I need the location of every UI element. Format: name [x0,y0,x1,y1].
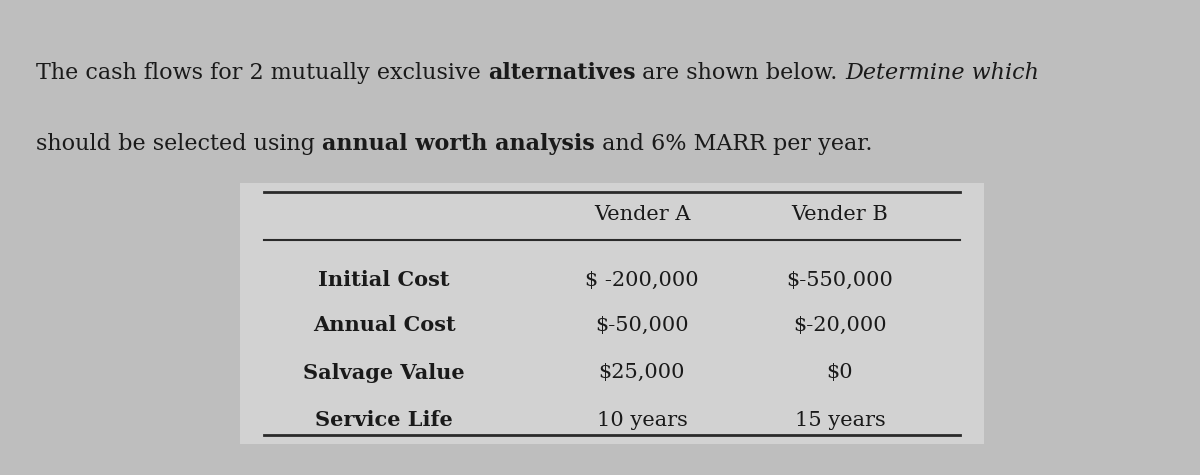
Text: $-50,000: $-50,000 [595,316,689,335]
Text: are shown below.: are shown below. [635,62,845,84]
Text: $ -200,000: $ -200,000 [586,271,698,290]
Text: $0: $0 [827,363,853,382]
Text: Determine which: Determine which [845,62,1039,84]
Text: should be selected using: should be selected using [36,133,322,155]
Text: Vender A: Vender A [594,205,690,224]
Text: annual worth analysis: annual worth analysis [322,133,595,155]
Text: and 6% MARR per year.: and 6% MARR per year. [595,133,872,155]
Text: Vender B: Vender B [792,205,888,224]
Text: $-550,000: $-550,000 [786,271,894,290]
Text: 15 years: 15 years [794,411,886,430]
Text: Salvage Value: Salvage Value [304,363,464,383]
Text: Annual Cost: Annual Cost [313,315,455,335]
Text: 10 years: 10 years [596,411,688,430]
Text: $-20,000: $-20,000 [793,316,887,335]
Text: Service Life: Service Life [316,410,452,430]
Text: alternatives: alternatives [488,62,635,84]
Text: $25,000: $25,000 [599,363,685,382]
Text: The cash flows for 2 mutually exclusive: The cash flows for 2 mutually exclusive [36,62,488,84]
Text: Initial Cost: Initial Cost [318,270,450,290]
